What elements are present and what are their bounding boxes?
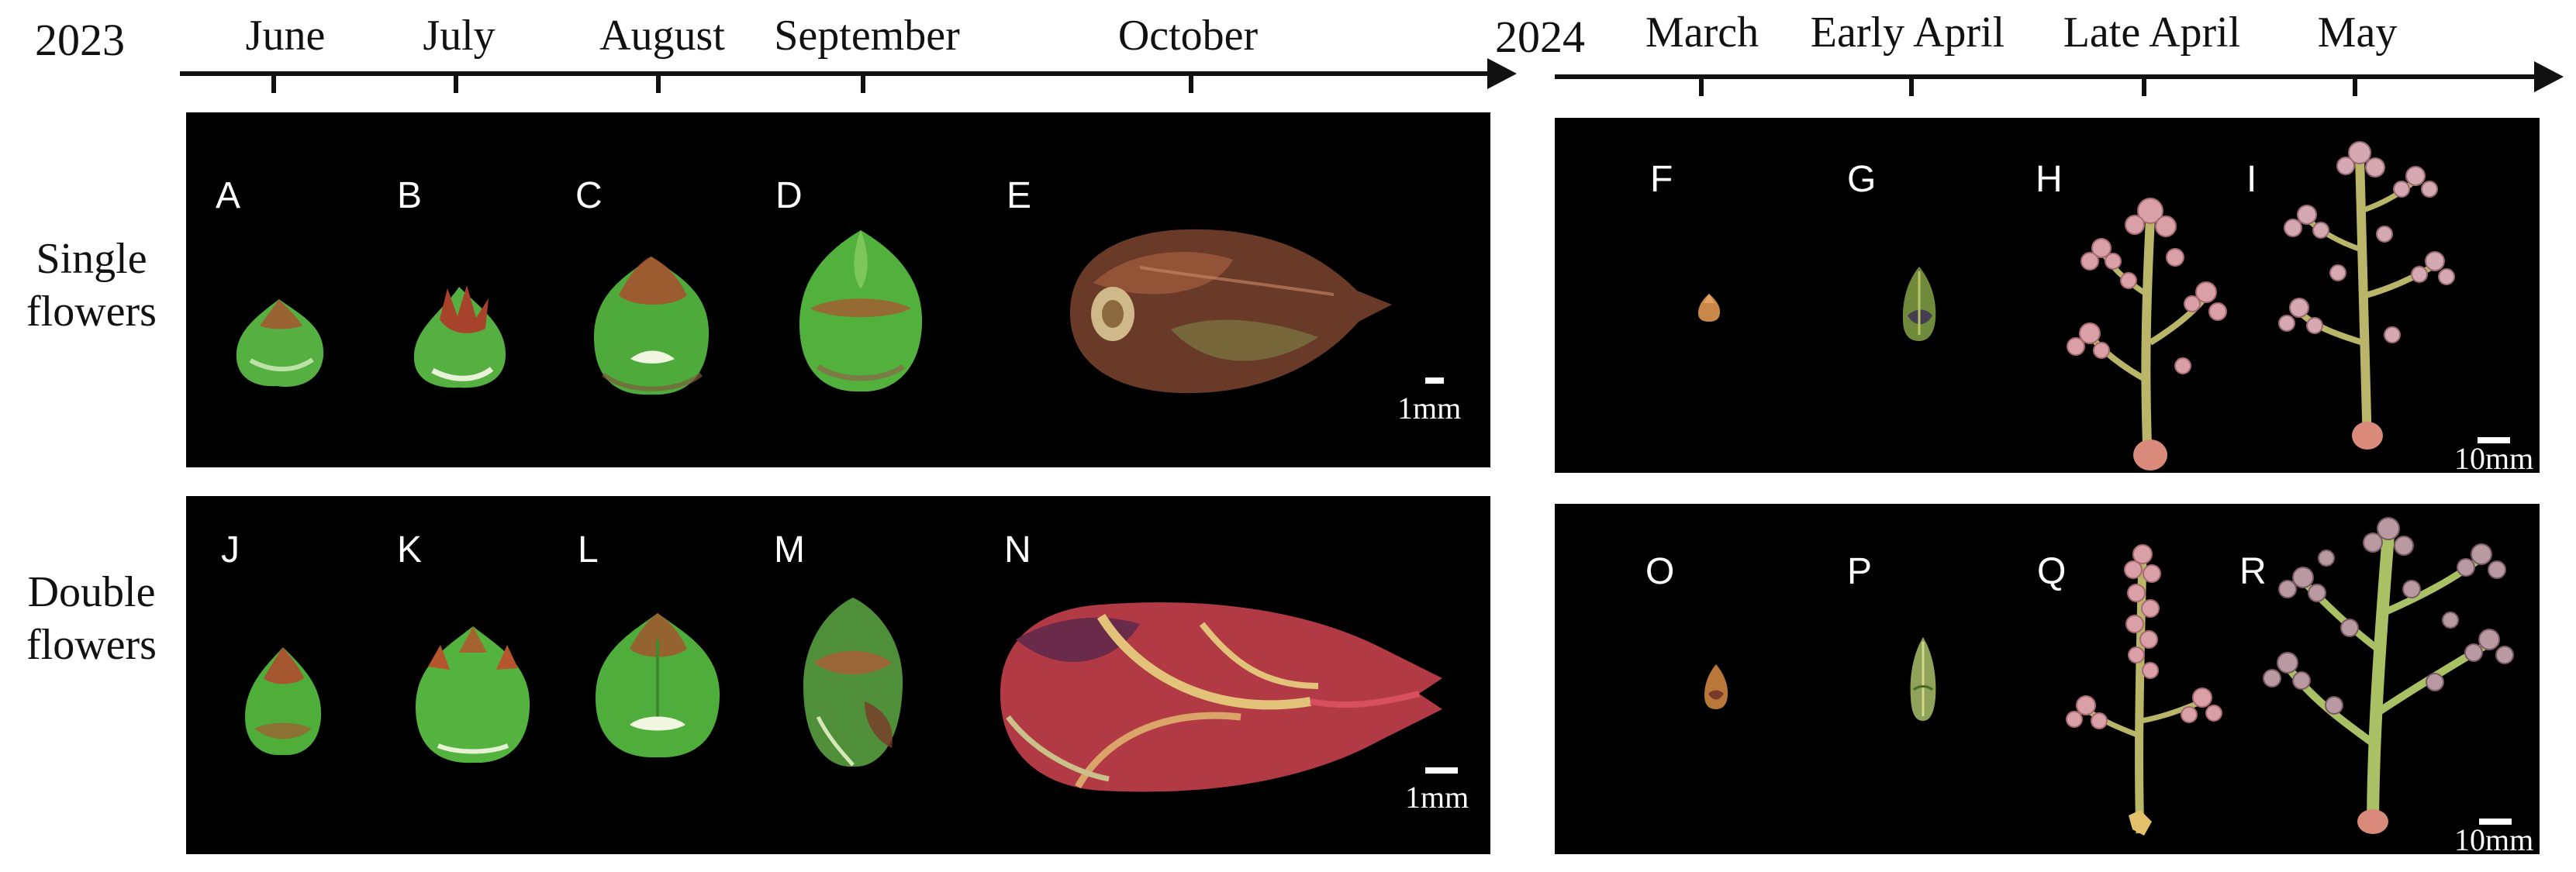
timeline-axis-2023 xyxy=(180,71,1498,76)
month-march: March xyxy=(1645,9,1759,57)
tick-early-april xyxy=(1909,78,1914,96)
row-label-single-line2: flowers xyxy=(26,288,157,336)
bud-specimen-a xyxy=(236,299,324,388)
tick-march xyxy=(1699,78,1704,96)
scale-bar-o-r xyxy=(2479,819,2512,825)
panel-letter-o: O xyxy=(1645,551,1675,592)
bud-specimen-g xyxy=(1902,267,1936,341)
bud-specimen-e xyxy=(1069,229,1392,394)
panel-letter-p: P xyxy=(1847,551,1873,592)
bud-specimen-k xyxy=(416,626,530,763)
timeline-axis-2024 xyxy=(1555,74,2540,79)
timeline-arrow-2024 xyxy=(2534,61,2564,92)
panel-single-2024: F G H I xyxy=(1555,118,2540,476)
panel-letter-i: I xyxy=(2246,159,2257,200)
year-2023-label: 2023 xyxy=(35,15,125,65)
panel-letter-g: G xyxy=(1847,159,1877,200)
panel-letter-e: E xyxy=(1007,175,1032,216)
month-may: May xyxy=(2317,9,2398,57)
tick-june xyxy=(271,74,276,93)
scale-label-f-i: 10mm xyxy=(2454,441,2534,476)
scale-label-a-e: 1mm xyxy=(1397,391,1462,426)
row-label-double-line2: flowers xyxy=(26,621,157,669)
bud-specimen-m xyxy=(803,598,903,767)
scale-label-j-n: 1mm xyxy=(1405,780,1469,815)
month-late-april: Late April xyxy=(2063,9,2241,57)
panel-letter-h: H xyxy=(2036,159,2063,200)
inflorescence-specimen-i xyxy=(2278,141,2455,450)
panel-letter-a: A xyxy=(216,175,241,216)
month-august: August xyxy=(599,12,725,60)
month-june: June xyxy=(245,12,326,60)
row-label-double-line1: Double xyxy=(27,568,156,616)
bud-specimen-p xyxy=(1910,637,1936,721)
panel-double-2024: O P Q R xyxy=(1555,504,2540,857)
panel-letter-n: N xyxy=(1004,529,1031,570)
panel-letter-r: R xyxy=(2239,551,2267,592)
panel-letter-d: D xyxy=(775,175,803,216)
month-early-april: Early April xyxy=(1810,9,2005,57)
bud-specimen-n xyxy=(1000,602,1442,792)
year-2024-label: 2024 xyxy=(1495,12,1585,62)
panel-double-2023: J K L M N 1mm xyxy=(186,496,1490,854)
bud-specimen-c xyxy=(594,257,710,395)
bud-specimen-f xyxy=(1698,294,1721,322)
month-july: July xyxy=(423,12,496,60)
bud-specimen-l xyxy=(596,613,720,758)
bud-specimen-d xyxy=(799,230,923,392)
panel-letter-f: F xyxy=(1650,159,1673,200)
bud-specimen-b xyxy=(413,285,506,388)
panel-letter-j: J xyxy=(221,529,240,570)
scale-bar-j-n xyxy=(1425,767,1458,774)
tick-may xyxy=(2353,78,2357,96)
inflorescence-specimen-r xyxy=(2263,517,2514,834)
panel-letter-k: K xyxy=(397,529,423,570)
tick-late-april xyxy=(2142,78,2146,96)
row-label-single-line1: Single xyxy=(36,235,147,283)
timeline-arrow-2023 xyxy=(1487,58,1517,89)
tick-october xyxy=(1189,74,1193,93)
scale-bar-a-e xyxy=(1425,377,1444,384)
inflorescence-specimen-h xyxy=(2067,198,2227,470)
tick-august xyxy=(656,74,661,93)
month-september: September xyxy=(774,12,960,60)
panel-letter-q: Q xyxy=(2037,551,2067,592)
scale-bar-f-i xyxy=(2478,437,2510,443)
panel-letter-m: M xyxy=(774,529,805,570)
panel-letter-l: L xyxy=(578,529,599,570)
panel-letter-c: C xyxy=(575,175,603,216)
inflorescence-specimen-q xyxy=(2066,544,2222,836)
tick-september xyxy=(861,74,865,93)
scale-label-o-r: 10mm xyxy=(2454,822,2534,857)
panel-single-2023: A B C D E 1mm xyxy=(186,112,1490,467)
month-october: October xyxy=(1117,12,1259,60)
panel-letter-b: B xyxy=(397,175,423,216)
row-label-double-flowers: Double flowers xyxy=(14,566,169,671)
bud-specimen-j xyxy=(245,647,322,756)
row-label-single-flowers: Single flowers xyxy=(14,233,169,338)
tick-july xyxy=(454,74,458,93)
bud-specimen-o xyxy=(1704,664,1728,709)
